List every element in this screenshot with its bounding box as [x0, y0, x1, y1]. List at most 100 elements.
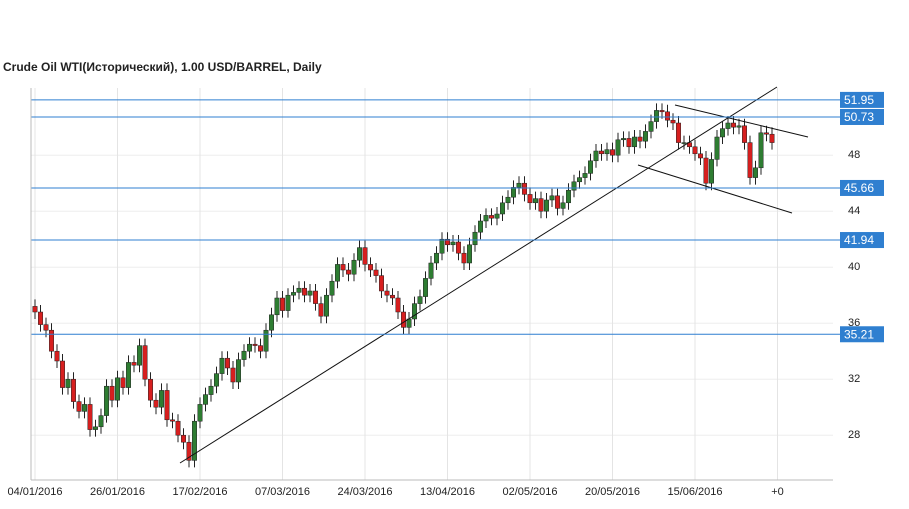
candle-body	[439, 238, 445, 254]
candle-body	[566, 189, 571, 204]
candle-body	[357, 247, 362, 261]
candle-body	[104, 385, 109, 416]
candle-body	[637, 136, 643, 142]
candle-body	[489, 215, 494, 219]
candle-body	[610, 149, 615, 156]
candle-body	[648, 121, 654, 132]
candle-body	[450, 241, 456, 246]
candle-body	[109, 385, 115, 401]
candle-body	[588, 160, 593, 174]
x-tick-label: 20/05/2016	[585, 486, 640, 498]
level-label: 51.95	[844, 93, 874, 107]
trend-line	[179, 86, 778, 464]
candle-body	[236, 359, 241, 383]
candle-body	[445, 238, 450, 246]
candle-body	[483, 215, 489, 222]
candle-body	[742, 125, 747, 143]
candle-body	[599, 150, 604, 155]
level-label: 35.21	[844, 327, 874, 341]
candle-body	[230, 367, 236, 383]
candle-body	[131, 362, 137, 366]
y-tick-label: 40	[848, 261, 860, 273]
x-tick-label: 04/01/2016	[7, 486, 62, 498]
candle-body	[494, 213, 500, 219]
channel-bottom	[637, 164, 793, 214]
candle-body	[401, 311, 406, 328]
channel-top	[674, 104, 809, 138]
candle-body	[87, 404, 93, 430]
candle-body	[516, 182, 522, 188]
candle-body	[329, 280, 335, 296]
candle-body	[390, 294, 395, 299]
candle-body	[197, 404, 203, 422]
candle-body	[692, 146, 698, 155]
x-tick-label: 13/04/2016	[420, 486, 475, 498]
candle-body	[665, 111, 670, 121]
y-tick-label: 48	[848, 149, 860, 161]
candle-body	[203, 394, 208, 405]
candle-body	[368, 264, 373, 271]
candle-body	[758, 132, 764, 169]
candle-body	[170, 419, 175, 422]
x-tick-label: 07/03/2016	[255, 486, 310, 498]
candle-body	[252, 343, 258, 346]
candle-body	[291, 292, 296, 296]
level-label: 41.94	[844, 233, 874, 247]
candle-body	[538, 198, 544, 212]
candle-body	[533, 198, 538, 204]
candle-body	[604, 149, 610, 155]
level-label: 50.73	[844, 110, 874, 124]
candle-body	[285, 294, 291, 311]
level-box	[840, 326, 884, 343]
candle-body	[159, 390, 164, 408]
candle-body	[654, 110, 659, 122]
x-tick-label: 24/03/2016	[337, 486, 392, 498]
x-tick-label: 15/06/2016	[667, 486, 722, 498]
candle-body	[395, 297, 401, 313]
candle-body	[736, 125, 742, 128]
candle-body	[417, 296, 423, 304]
candle-body	[186, 441, 192, 461]
candle-body	[263, 329, 269, 352]
x-tick-label: 26/01/2016	[90, 486, 145, 498]
candle-body	[346, 269, 351, 275]
level-box	[840, 108, 884, 125]
candle-body	[505, 196, 511, 204]
candle-body	[362, 247, 368, 265]
candle-body	[423, 278, 428, 297]
candle-body	[714, 136, 720, 160]
candle-body	[373, 269, 379, 276]
candle-body	[318, 303, 324, 317]
candle-body	[60, 360, 65, 388]
candle-body	[120, 377, 126, 388]
candle-body	[593, 150, 599, 162]
candle-body	[126, 362, 131, 388]
candle-body	[577, 177, 582, 183]
candle-body	[214, 373, 219, 387]
candle-body	[192, 420, 197, 461]
candle-body	[313, 290, 318, 304]
candle-body	[296, 287, 302, 293]
candle-body	[659, 110, 665, 113]
candle-body	[82, 404, 87, 412]
candle-body	[582, 173, 588, 178]
candle-body	[351, 259, 357, 275]
candle-body	[340, 264, 346, 271]
candle-body	[764, 132, 769, 135]
level-box	[840, 232, 884, 249]
candle-body	[247, 343, 252, 352]
y-tick-label: 32	[848, 373, 860, 385]
candle-body	[71, 378, 76, 402]
candle-body	[747, 142, 753, 178]
candle-body	[461, 252, 467, 264]
candle-body	[241, 350, 247, 360]
level-label: 45.66	[844, 181, 874, 195]
candle-body	[753, 167, 758, 178]
candle-body	[164, 390, 170, 421]
candle-body	[467, 244, 472, 264]
candle-body	[137, 345, 142, 366]
candle-body	[434, 252, 439, 264]
candle-body	[621, 138, 626, 141]
y-tick-label: 36	[848, 317, 860, 329]
candle-body	[324, 294, 329, 317]
